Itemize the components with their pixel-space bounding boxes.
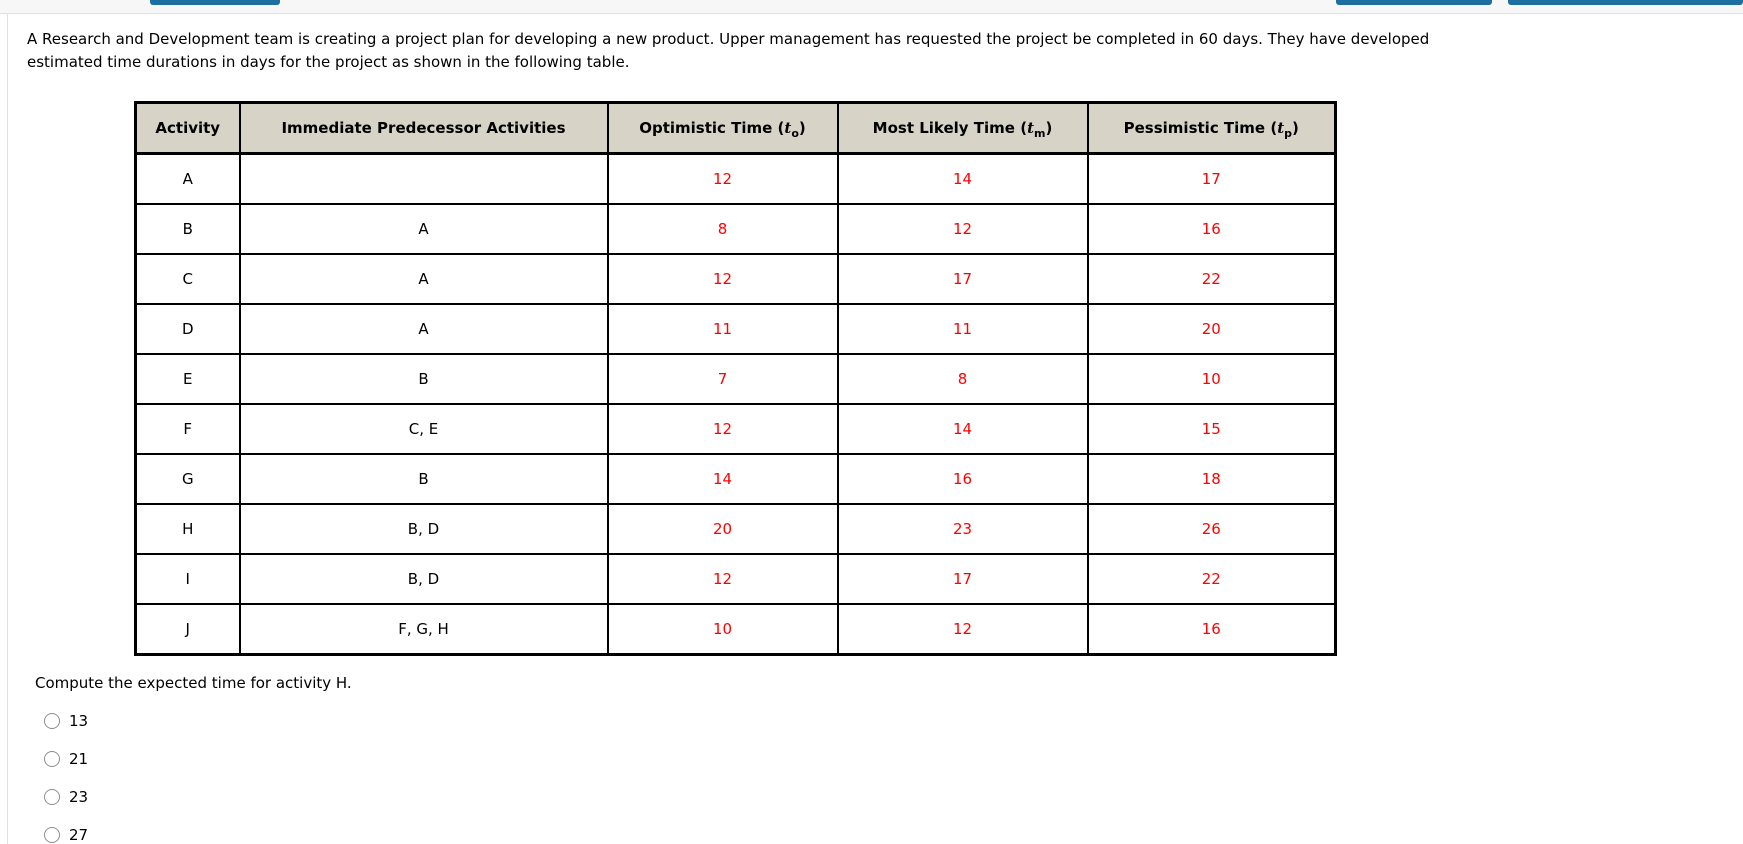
problem-statement-line: estimated time durations in days for the…: [27, 53, 630, 71]
pessimistic-time-cell: 22: [1086, 253, 1337, 305]
problem-statement: A Research and Development team is creat…: [27, 28, 1743, 74]
table-row: D A 11 11 20: [134, 303, 1337, 355]
predecessors-cell: B, D: [238, 553, 609, 605]
table-row: J F, G, H 10 12 16: [134, 603, 1337, 656]
predecessors-cell: A: [238, 203, 609, 255]
pessimistic-time-cell: 16: [1086, 603, 1337, 656]
predecessors-cell: B, D: [238, 503, 609, 555]
most-likely-time-cell: 14: [836, 152, 1089, 205]
pessimistic-time-cell: 15: [1086, 403, 1337, 455]
optimistic-time-cell: 12: [606, 253, 839, 305]
most-likely-time-cell: 11: [836, 303, 1089, 355]
most-likely-time-cell: 16: [836, 453, 1089, 505]
radio-button-icon[interactable]: [44, 751, 60, 767]
table-header-row: Activity Immediate Predecessor Activitie…: [134, 101, 1337, 155]
option-label: 27: [69, 826, 89, 844]
col-header-optimistic-time: Optimistic Time (to): [606, 101, 839, 155]
option-label: 23: [69, 788, 89, 806]
table-row: A 12 14 17: [134, 152, 1337, 205]
top-bar: [0, 0, 1743, 14]
table-row: E B 7 8 10: [134, 353, 1337, 405]
predecessors-cell: [238, 152, 609, 205]
answer-option[interactable]: 27: [44, 826, 1743, 844]
activity-cell: F: [134, 403, 241, 455]
activity-cell: G: [134, 453, 241, 505]
optimistic-time-cell: 8: [606, 203, 839, 255]
col-header-activity: Activity: [134, 101, 241, 155]
math-subscript: o: [791, 127, 799, 140]
pessimistic-time-cell: 18: [1086, 453, 1337, 505]
math-subscript: p: [1284, 127, 1292, 140]
predecessors-cell: B: [238, 453, 609, 505]
option-label: 21: [69, 750, 89, 768]
optimistic-time-cell: 20: [606, 503, 839, 555]
predecessors-cell: F, G, H: [238, 603, 609, 656]
pessimistic-time-cell: 10: [1086, 353, 1337, 405]
radio-button-icon[interactable]: [44, 827, 60, 843]
optimistic-time-cell: 12: [606, 403, 839, 455]
predecessors-cell: A: [238, 303, 609, 355]
most-likely-time-cell: 8: [836, 353, 1089, 405]
activity-cell: E: [134, 353, 241, 405]
most-likely-time-cell: 12: [836, 603, 1089, 656]
col-header-predecessors: Immediate Predecessor Activities: [238, 101, 609, 155]
pessimistic-time-cell: 26: [1086, 503, 1337, 555]
table-row: C A 12 17 22: [134, 253, 1337, 305]
optimistic-time-cell: 11: [606, 303, 839, 355]
activity-cell: B: [134, 203, 241, 255]
predecessors-cell: B: [238, 353, 609, 405]
answer-option[interactable]: 21: [44, 750, 1743, 768]
top-tab-edge-right-2[interactable]: [1508, 0, 1743, 5]
math-symbol-t: t: [1277, 119, 1285, 137]
col-header-pessimistic-time: Pessimistic Time (tp): [1086, 101, 1337, 155]
top-tab-edge-right-1[interactable]: [1336, 0, 1492, 5]
activity-cell: A: [134, 152, 241, 205]
pessimistic-time-cell: 22: [1086, 553, 1337, 605]
answer-options: 13 21 23 27: [27, 712, 1743, 844]
math-symbol-t: t: [784, 119, 792, 137]
radio-button-icon[interactable]: [44, 713, 60, 729]
table-row: B A 8 12 16: [134, 203, 1337, 255]
most-likely-time-cell: 17: [836, 553, 1089, 605]
col-header-most-likely-time: Most Likely Time (tm): [836, 101, 1089, 155]
answer-option[interactable]: 23: [44, 788, 1743, 806]
table-row: F C, E 12 14 15: [134, 403, 1337, 455]
pessimistic-time-cell: 16: [1086, 203, 1337, 255]
activity-cell: J: [134, 603, 241, 656]
table-row: H B, D 20 23 26: [134, 503, 1337, 555]
optimistic-time-cell: 12: [606, 152, 839, 205]
activity-cell: D: [134, 303, 241, 355]
problem-statement-line: A Research and Development team is creat…: [27, 30, 1430, 48]
question-text: Compute the expected time for activity H…: [35, 674, 352, 692]
predecessors-cell: A: [238, 253, 609, 305]
radio-button-icon[interactable]: [44, 789, 60, 805]
option-label: 13: [69, 712, 89, 730]
activity-cell: I: [134, 553, 241, 605]
optimistic-time-cell: 12: [606, 553, 839, 605]
optimistic-time-cell: 7: [606, 353, 839, 405]
predecessors-cell: C, E: [238, 403, 609, 455]
answer-option[interactable]: 13: [44, 712, 1743, 730]
optimistic-time-cell: 10: [606, 603, 839, 656]
pessimistic-time-cell: 20: [1086, 303, 1337, 355]
top-tab-edge-left[interactable]: [150, 0, 280, 5]
col-header-label: Activity: [155, 119, 221, 137]
activity-cell: H: [134, 503, 241, 555]
math-subscript: m: [1034, 127, 1046, 140]
most-likely-time-cell: 14: [836, 403, 1089, 455]
question-panel: A Research and Development team is creat…: [7, 14, 1743, 844]
most-likely-time-cell: 12: [836, 203, 1089, 255]
table-row: I B, D 12 17 22: [134, 553, 1337, 605]
most-likely-time-cell: 23: [836, 503, 1089, 555]
table-row: G B 14 16 18: [134, 453, 1337, 505]
activity-time-table: Activity Immediate Predecessor Activitie…: [134, 101, 1337, 656]
math-symbol-t: t: [1027, 119, 1034, 137]
pessimistic-time-cell: 17: [1086, 152, 1337, 205]
col-header-label: Immediate Predecessor Activities: [281, 119, 566, 137]
most-likely-time-cell: 17: [836, 253, 1089, 305]
optimistic-time-cell: 14: [606, 453, 839, 505]
activity-cell: C: [134, 253, 241, 305]
